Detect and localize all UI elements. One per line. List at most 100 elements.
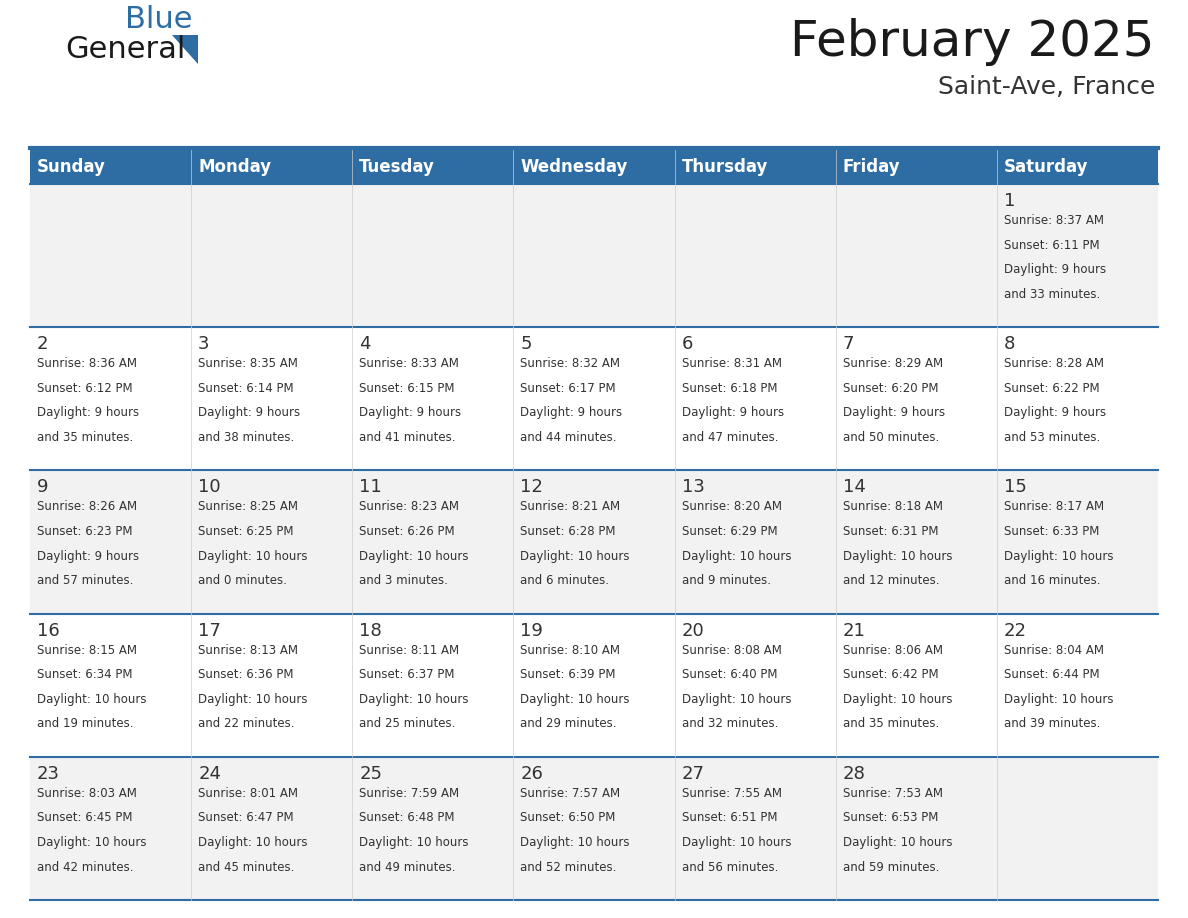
Text: Sunrise: 8:25 AM: Sunrise: 8:25 AM [198,500,298,513]
Text: 10: 10 [198,478,221,497]
Text: and 50 minutes.: and 50 minutes. [842,431,939,444]
Text: General: General [65,35,185,64]
Text: 13: 13 [682,478,704,497]
Text: and 52 minutes.: and 52 minutes. [520,861,617,874]
Text: and 29 minutes.: and 29 minutes. [520,718,617,731]
Polygon shape [172,35,198,64]
Text: 7: 7 [842,335,854,353]
Text: Daylight: 10 hours: Daylight: 10 hours [682,550,791,563]
Text: Daylight: 10 hours: Daylight: 10 hours [842,836,953,849]
Text: 28: 28 [842,765,866,783]
Text: Daylight: 10 hours: Daylight: 10 hours [37,693,146,706]
Text: and 35 minutes.: and 35 minutes. [37,431,133,444]
Text: Daylight: 10 hours: Daylight: 10 hours [842,693,953,706]
Text: 24: 24 [198,765,221,783]
Text: Sunset: 6:26 PM: Sunset: 6:26 PM [359,525,455,538]
Bar [30,613,1158,756]
Text: Sunset: 6:28 PM: Sunset: 6:28 PM [520,525,615,538]
Text: Sunset: 6:51 PM: Sunset: 6:51 PM [682,812,777,824]
Text: Sunset: 6:40 PM: Sunset: 6:40 PM [682,668,777,681]
Text: Sunrise: 8:08 AM: Sunrise: 8:08 AM [682,644,782,656]
Text: and 25 minutes.: and 25 minutes. [359,718,456,731]
Text: 26: 26 [520,765,543,783]
Text: and 9 minutes.: and 9 minutes. [682,575,771,588]
Text: 20: 20 [682,621,704,640]
Text: Daylight: 10 hours: Daylight: 10 hours [842,550,953,563]
Text: Sunset: 6:34 PM: Sunset: 6:34 PM [37,668,133,681]
Text: and 45 minutes.: and 45 minutes. [198,861,295,874]
Text: Sunrise: 8:10 AM: Sunrise: 8:10 AM [520,644,620,656]
Text: and 42 minutes.: and 42 minutes. [37,861,133,874]
Text: Sunrise: 8:18 AM: Sunrise: 8:18 AM [842,500,943,513]
Text: Sunset: 6:18 PM: Sunset: 6:18 PM [682,382,777,395]
Text: Blue: Blue [125,5,192,34]
Text: Daylight: 9 hours: Daylight: 9 hours [198,407,301,420]
Text: 15: 15 [1004,478,1026,497]
Text: Daylight: 9 hours: Daylight: 9 hours [37,550,139,563]
Text: 2: 2 [37,335,49,353]
Text: Sunset: 6:23 PM: Sunset: 6:23 PM [37,525,133,538]
Text: Sunset: 6:36 PM: Sunset: 6:36 PM [198,668,293,681]
Text: and 19 minutes.: and 19 minutes. [37,718,133,731]
Text: Daylight: 10 hours: Daylight: 10 hours [520,836,630,849]
Text: Sunset: 6:37 PM: Sunset: 6:37 PM [359,668,455,681]
Text: Sunrise: 8:21 AM: Sunrise: 8:21 AM [520,500,620,513]
Text: Daylight: 10 hours: Daylight: 10 hours [1004,693,1113,706]
Text: Sunrise: 8:37 AM: Sunrise: 8:37 AM [1004,214,1104,227]
Text: and 49 minutes.: and 49 minutes. [359,861,456,874]
Text: Sunrise: 8:28 AM: Sunrise: 8:28 AM [1004,357,1104,370]
Text: Thursday: Thursday [682,158,767,176]
Text: and 32 minutes.: and 32 minutes. [682,718,778,731]
Text: Sunrise: 8:33 AM: Sunrise: 8:33 AM [359,357,459,370]
Text: Daylight: 10 hours: Daylight: 10 hours [198,836,308,849]
Text: and 12 minutes.: and 12 minutes. [842,575,940,588]
Text: Tuesday: Tuesday [359,158,435,176]
Text: Daylight: 10 hours: Daylight: 10 hours [1004,550,1113,563]
Text: and 38 minutes.: and 38 minutes. [198,431,295,444]
Text: and 39 minutes.: and 39 minutes. [1004,718,1100,731]
Text: and 3 minutes.: and 3 minutes. [359,575,448,588]
Text: 17: 17 [198,621,221,640]
Text: and 6 minutes.: and 6 minutes. [520,575,609,588]
Text: 12: 12 [520,478,543,497]
Text: Daylight: 9 hours: Daylight: 9 hours [1004,407,1106,420]
Text: 22: 22 [1004,621,1026,640]
Text: and 35 minutes.: and 35 minutes. [842,718,939,731]
Text: Sunset: 6:31 PM: Sunset: 6:31 PM [842,525,939,538]
Text: Sunrise: 8:11 AM: Sunrise: 8:11 AM [359,644,460,656]
Text: Sunset: 6:42 PM: Sunset: 6:42 PM [842,668,939,681]
Text: Sunrise: 7:57 AM: Sunrise: 7:57 AM [520,787,620,800]
Text: 4: 4 [359,335,371,353]
Text: 1: 1 [1004,192,1016,210]
Bar [30,150,1158,184]
Text: 5: 5 [520,335,532,353]
Text: and 0 minutes.: and 0 minutes. [198,575,287,588]
Text: Sunset: 6:25 PM: Sunset: 6:25 PM [198,525,293,538]
Text: 27: 27 [682,765,704,783]
Text: Sunrise: 8:23 AM: Sunrise: 8:23 AM [359,500,460,513]
Text: and 33 minutes.: and 33 minutes. [1004,288,1100,301]
Text: Sunset: 6:53 PM: Sunset: 6:53 PM [842,812,939,824]
Text: and 47 minutes.: and 47 minutes. [682,431,778,444]
Bar [30,327,1158,470]
Text: Monday: Monday [198,158,271,176]
Text: 9: 9 [37,478,49,497]
Text: Sunset: 6:50 PM: Sunset: 6:50 PM [520,812,615,824]
Text: Sunset: 6:33 PM: Sunset: 6:33 PM [1004,525,1099,538]
Text: and 53 minutes.: and 53 minutes. [1004,431,1100,444]
Text: Sunrise: 8:36 AM: Sunrise: 8:36 AM [37,357,137,370]
Text: Sunset: 6:47 PM: Sunset: 6:47 PM [198,812,293,824]
Text: and 22 minutes.: and 22 minutes. [198,718,295,731]
Text: Saint-Ave, France: Saint-Ave, France [937,75,1155,99]
Text: Daylight: 10 hours: Daylight: 10 hours [682,693,791,706]
Text: Sunset: 6:29 PM: Sunset: 6:29 PM [682,525,777,538]
Text: Sunrise: 7:59 AM: Sunrise: 7:59 AM [359,787,460,800]
Text: Sunrise: 8:26 AM: Sunrise: 8:26 AM [37,500,137,513]
Text: Sunrise: 8:13 AM: Sunrise: 8:13 AM [198,644,298,656]
Text: Sunrise: 8:04 AM: Sunrise: 8:04 AM [1004,644,1104,656]
Bar [30,184,1158,327]
Text: 23: 23 [37,765,61,783]
Text: Sunrise: 7:55 AM: Sunrise: 7:55 AM [682,787,782,800]
Text: Sunset: 6:17 PM: Sunset: 6:17 PM [520,382,617,395]
Text: Daylight: 9 hours: Daylight: 9 hours [842,407,944,420]
